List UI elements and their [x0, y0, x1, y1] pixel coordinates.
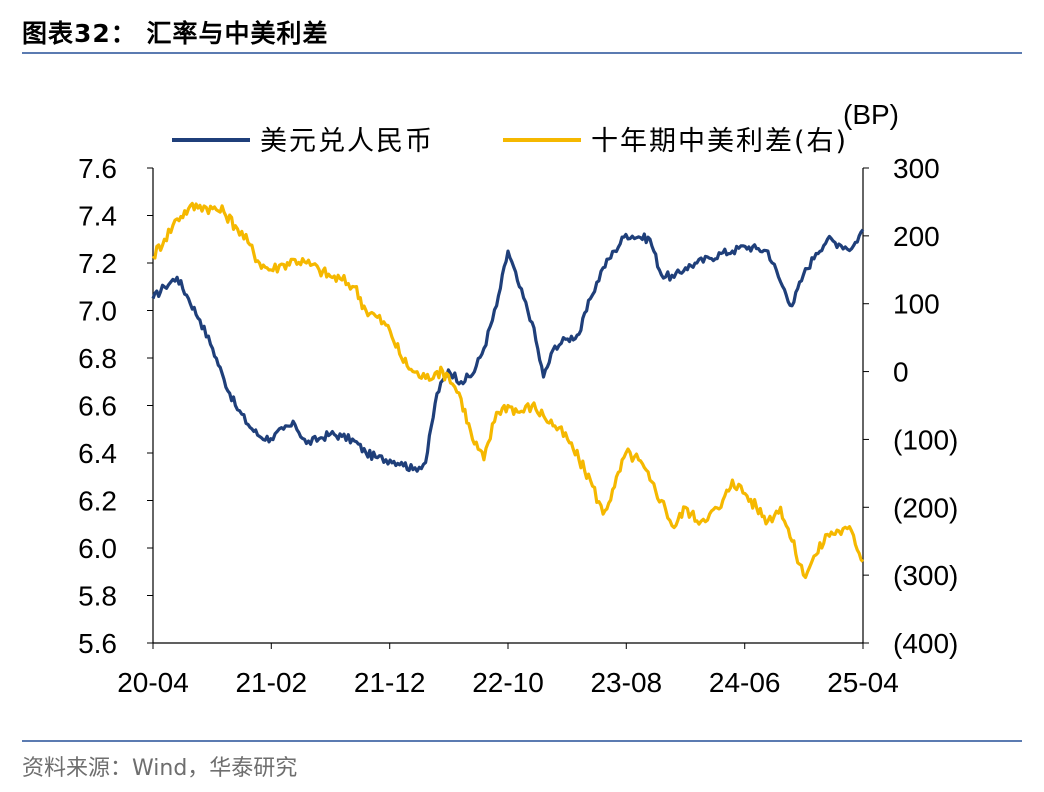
x-tick-label: 22-10	[472, 667, 544, 698]
chart-title: 图表32： 汇率与中美利差	[22, 19, 329, 48]
source-divider	[22, 740, 1022, 742]
series-line-spread	[151, 201, 865, 580]
right-tick-label: (100)	[893, 424, 958, 455]
right-tick-label: (200)	[893, 492, 958, 523]
series-line-usdcny	[151, 228, 865, 473]
left-tick-label: 7.6	[78, 153, 117, 184]
x-tick-label: 21-02	[235, 667, 307, 698]
legend-spread-label: 十年期中美利差(右)	[591, 126, 848, 157]
right-tick-label: (300)	[893, 560, 958, 591]
x-tick-label: 25-04	[827, 667, 899, 698]
left-tick-label: 6.8	[78, 343, 117, 374]
source-note: 资料来源：Wind，华泰研究	[22, 756, 298, 781]
left-tick-label: 5.6	[78, 628, 117, 659]
x-tick-label: 24-06	[709, 667, 781, 698]
right-tick-label: 300	[893, 153, 940, 184]
title-divider	[22, 52, 1022, 54]
left-tick-label: 6.2	[78, 486, 117, 517]
x-tick-label: 20-04	[117, 667, 189, 698]
left-tick-label: 7.4	[78, 201, 117, 232]
left-tick-label: 6.0	[78, 533, 117, 564]
left-tick-label: 6.4	[78, 438, 117, 469]
legend: 美元兑人民币 十年期中美利差(右)	[172, 126, 848, 157]
axes	[147, 167, 869, 649]
left-tick-label: 6.6	[78, 391, 117, 422]
series-group	[151, 201, 865, 580]
right-tick-label: 0	[893, 357, 909, 388]
right-axis-unit: (BP)	[843, 99, 899, 130]
tick-labels: 7.6 7.4 7.2 7.0 6.8 6.6 6.4 6.2 6.0 5.8 5.6 300 200 1…	[78, 99, 958, 698]
left-tick-label: 5.8	[78, 581, 117, 612]
x-tick-label: 21-12	[354, 667, 426, 698]
legend-usdcny-label: 美元兑人民币	[260, 126, 434, 157]
left-tick-label: 7.0	[78, 296, 117, 327]
right-tick-label: 100	[893, 289, 940, 320]
right-tick-label: (400)	[893, 628, 958, 659]
right-tick-label: 200	[893, 221, 940, 252]
left-tick-label: 7.2	[78, 248, 117, 279]
x-tick-label: 23-08	[590, 667, 662, 698]
